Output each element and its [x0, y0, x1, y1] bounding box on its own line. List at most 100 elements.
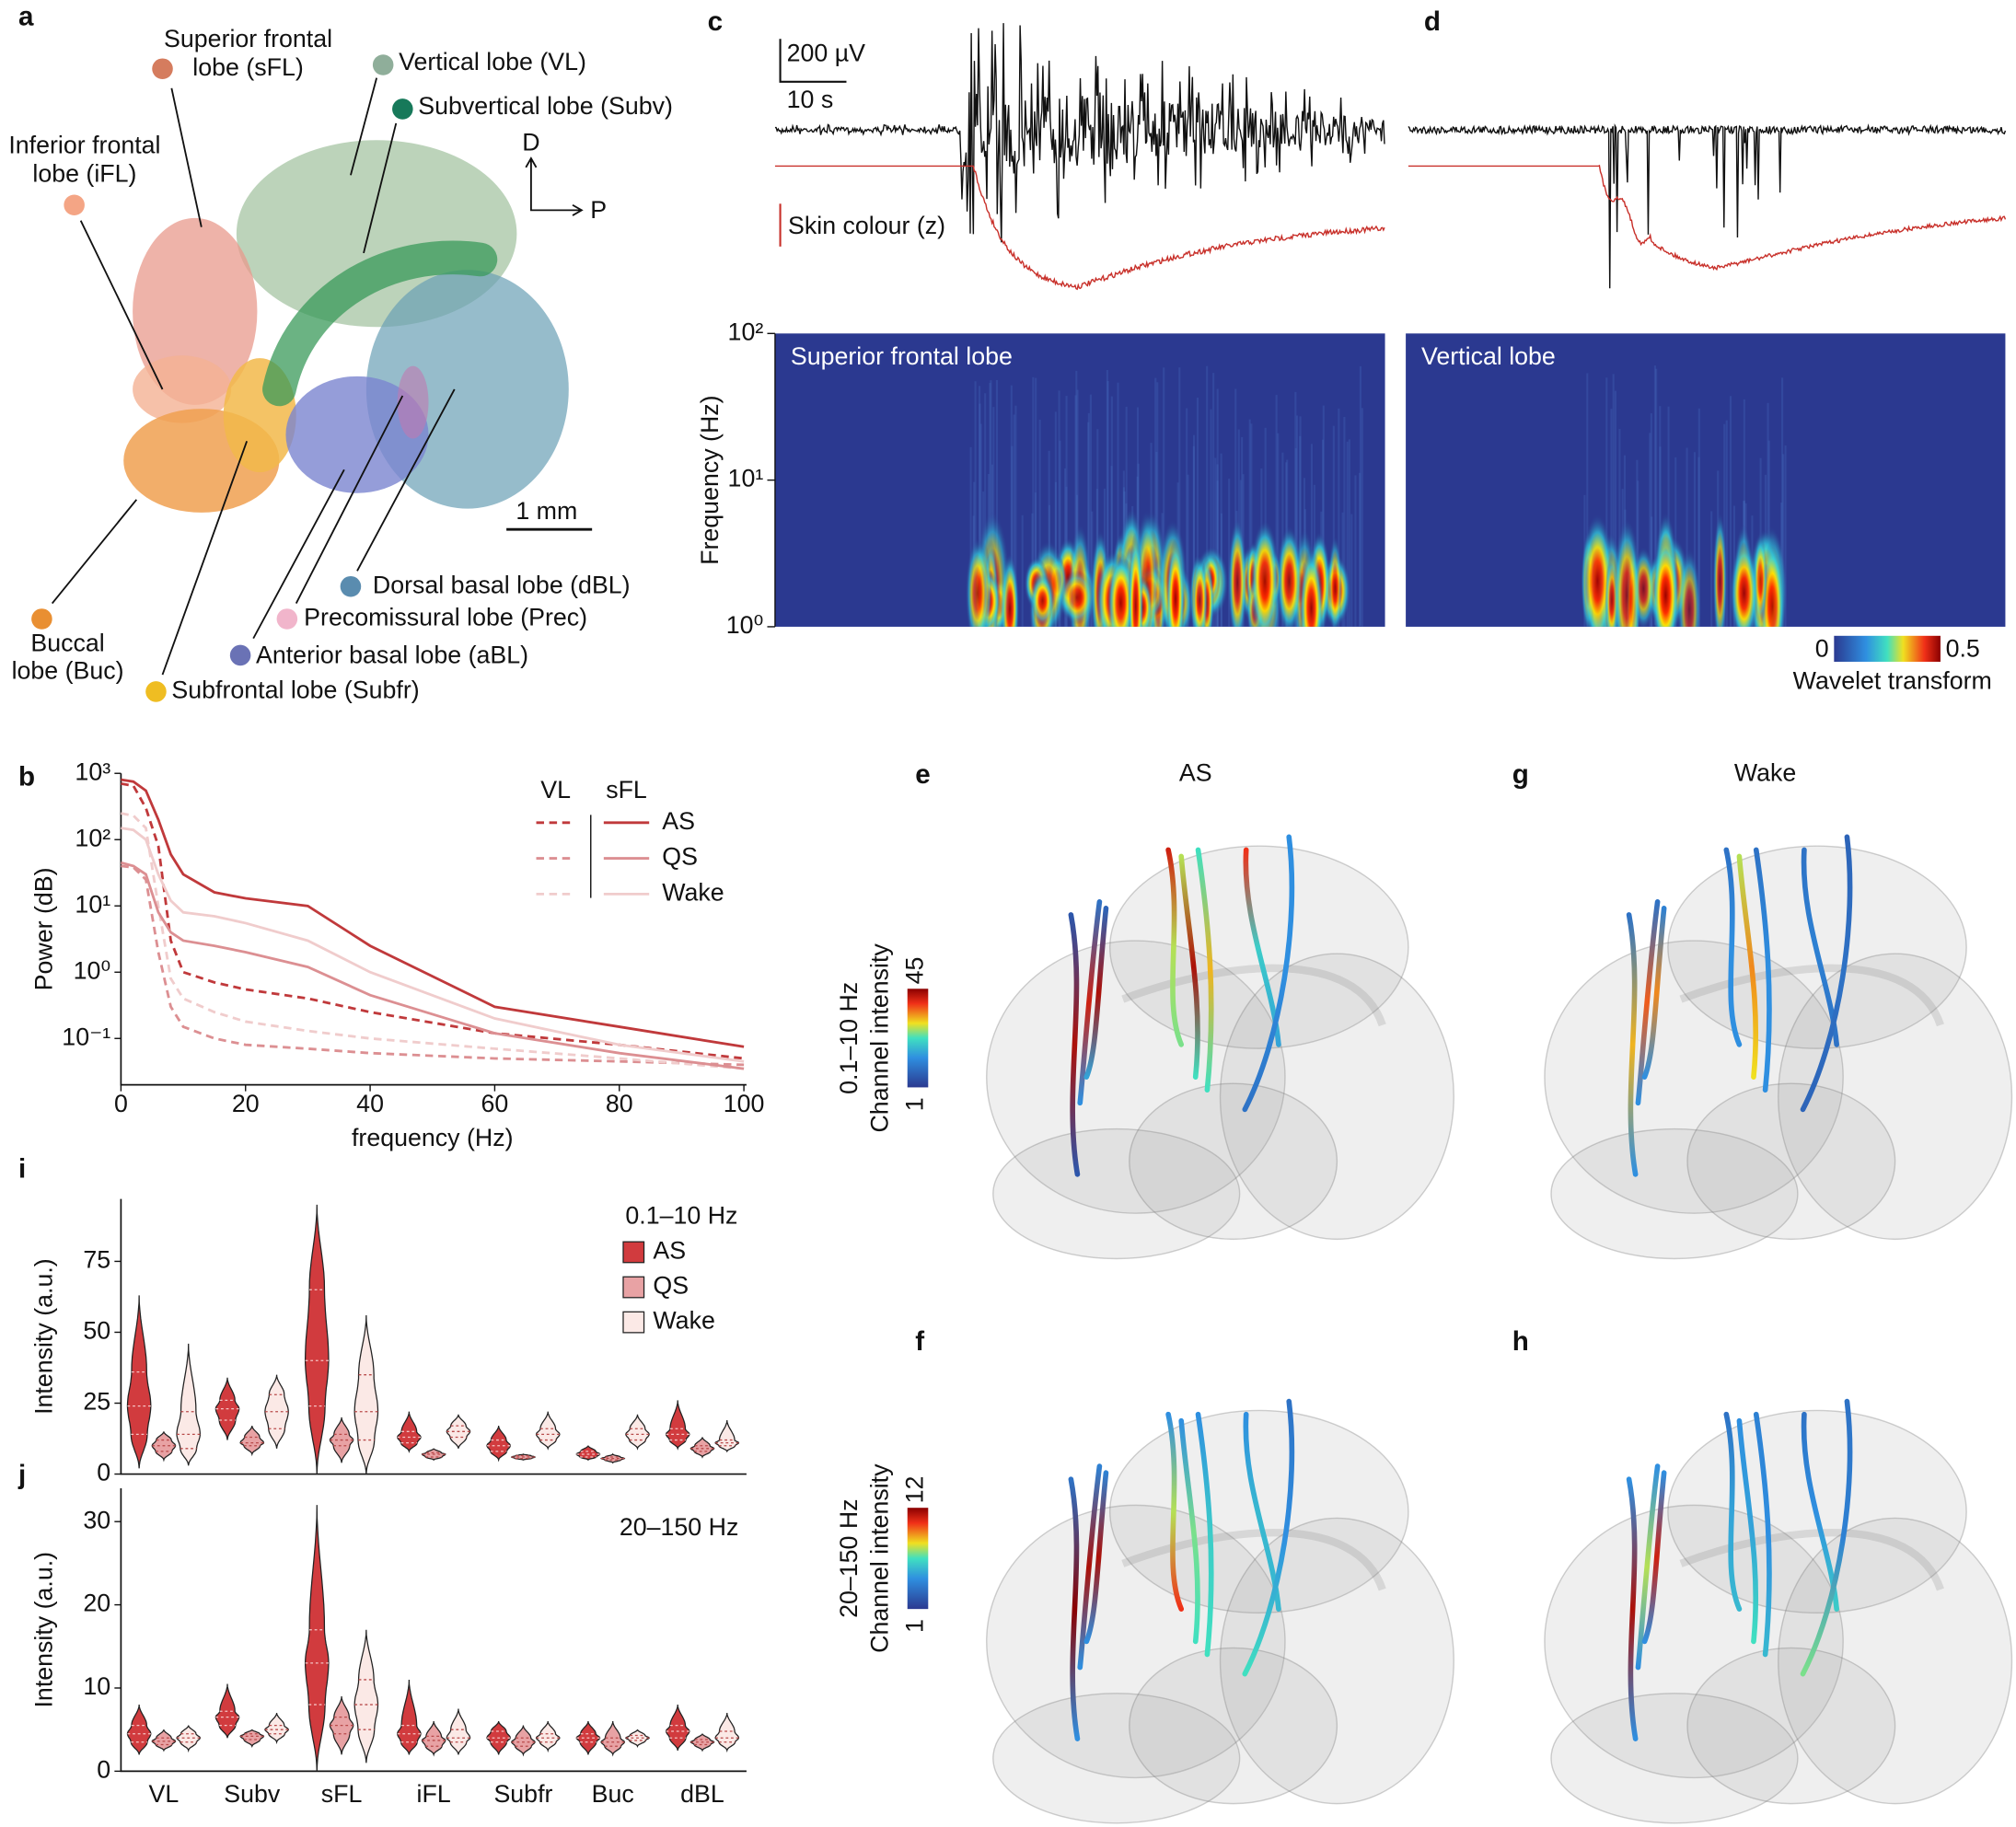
power-line — [121, 778, 745, 1048]
spectrogram-streak — [1781, 377, 1784, 627]
colorbar-label: Channel intensity — [866, 943, 894, 1133]
spectrogram-streak — [1058, 390, 1060, 627]
legend-label: QS — [662, 843, 698, 871]
spectrogram-blob — [1031, 574, 1054, 627]
lobe-dot — [64, 194, 85, 216]
electrode — [1068, 1476, 1081, 1741]
violin — [714, 1419, 740, 1453]
spectrogram-streak — [1275, 395, 1278, 627]
spectrogram-streak — [1686, 447, 1688, 627]
power-line — [121, 812, 745, 1070]
power-line — [121, 781, 745, 1060]
leader-line — [295, 395, 404, 604]
spectrogram-streak — [1154, 377, 1157, 627]
leader-line — [170, 87, 203, 227]
electrode — [1626, 912, 1639, 1177]
spectrogram-streak — [1725, 420, 1728, 627]
spectrogram-streak — [1277, 433, 1280, 627]
lobe-label: lobe (iFL) — [32, 159, 136, 187]
spectrogram-streak — [1076, 389, 1079, 627]
legend-title: 0.1–10 Hz — [625, 1201, 737, 1229]
spectrogram-streak — [1299, 435, 1302, 627]
violin — [353, 1629, 379, 1763]
spectrogram-streak — [1074, 395, 1077, 627]
spectrogram-streak — [1214, 457, 1217, 627]
y-tick-label: 10¹ — [728, 465, 764, 492]
spectrogram-streak — [1729, 396, 1732, 627]
brain-outline — [1545, 1410, 2012, 1822]
colorbar-band: 0.1–10 Hz — [835, 982, 863, 1094]
spectrogram-blob — [1227, 517, 1247, 627]
lobe-dot — [145, 681, 167, 702]
panel-label: i — [18, 1153, 26, 1184]
spectrogram-streak — [1110, 466, 1113, 627]
electrode — [1753, 1411, 1772, 1658]
lobe-label: Dorsal basal lobe (dBL) — [373, 571, 631, 598]
colorbar — [1834, 635, 1941, 662]
y-tick-label: 10³ — [75, 757, 110, 785]
lobe-label: Anterior basal lobe (aBL) — [256, 641, 528, 668]
electrode — [1736, 853, 1759, 1080]
electrode — [1165, 847, 1185, 1047]
electrode — [1195, 847, 1214, 1093]
lobe-label: Superior frontal — [164, 25, 332, 52]
electrode — [1753, 847, 1772, 1093]
spectrogram-streak — [1163, 367, 1165, 627]
spectrogram-streak — [989, 383, 991, 627]
spectrogram-streak — [1350, 514, 1353, 627]
colorbar — [907, 1508, 929, 1610]
spectrogram-streak — [1110, 396, 1113, 627]
lobe-dot — [392, 98, 413, 120]
leader-line — [356, 388, 456, 572]
spectrogram-blob — [1191, 555, 1209, 627]
x-tick-label: 20 — [232, 1090, 260, 1117]
lobe-dot — [276, 608, 298, 630]
lobe-label: Precomissural lobe (Prec) — [304, 604, 587, 631]
spectrogram-streak — [1091, 511, 1094, 627]
violin — [665, 1705, 690, 1751]
violin — [126, 1705, 152, 1755]
eeg-trace — [774, 23, 1385, 243]
spectrogram-streak — [1697, 457, 1700, 627]
spectrogram-streak — [979, 386, 981, 627]
x-tick-label: Buc — [592, 1780, 634, 1808]
eeg-trace — [1408, 123, 2007, 289]
leader-line — [161, 441, 249, 676]
lobe-label: Buccal — [30, 630, 104, 657]
violin — [176, 1343, 202, 1466]
colorbar-label: Channel intensity — [866, 1463, 894, 1653]
spectrogram-content — [965, 365, 1363, 627]
spectrogram-streak — [1310, 444, 1314, 627]
legend-label: QS — [653, 1272, 689, 1300]
violin — [511, 1725, 536, 1757]
colorbar — [907, 989, 929, 1088]
skin-label: Skin colour (z) — [788, 212, 945, 239]
electrode — [1083, 1470, 1109, 1645]
spectrogram-blob — [1712, 512, 1728, 627]
spectrogram-streak — [1248, 419, 1251, 627]
leader-line — [363, 122, 398, 254]
leader-line — [79, 220, 164, 390]
x-tick-label: sFL — [321, 1780, 363, 1808]
electrode — [1635, 1463, 1661, 1671]
electrode — [1195, 1411, 1214, 1658]
y-axis-label: Intensity (a.u.) — [30, 1552, 58, 1708]
x-tick-label: dBL — [680, 1780, 724, 1808]
spectrogram-blob — [965, 538, 990, 627]
electrode — [1077, 898, 1103, 1106]
violin — [264, 1713, 289, 1745]
electrode — [1242, 834, 1295, 1113]
lobe-dot — [340, 575, 362, 597]
spectrogram-streak — [1338, 408, 1340, 627]
spectrogram-streak — [1178, 367, 1181, 627]
colorbar-tick-label: 12 — [901, 1476, 929, 1504]
spectrogram-streak — [1156, 382, 1159, 627]
legend-label: Wake — [662, 878, 724, 906]
spectrogram-streak — [1096, 429, 1099, 627]
brain-render — [987, 1398, 1454, 1823]
spectrogram-streak — [1710, 511, 1713, 627]
x-tick-label: 60 — [481, 1090, 509, 1117]
spectrogram-streak — [1361, 408, 1363, 627]
electrode — [1723, 1411, 1743, 1612]
